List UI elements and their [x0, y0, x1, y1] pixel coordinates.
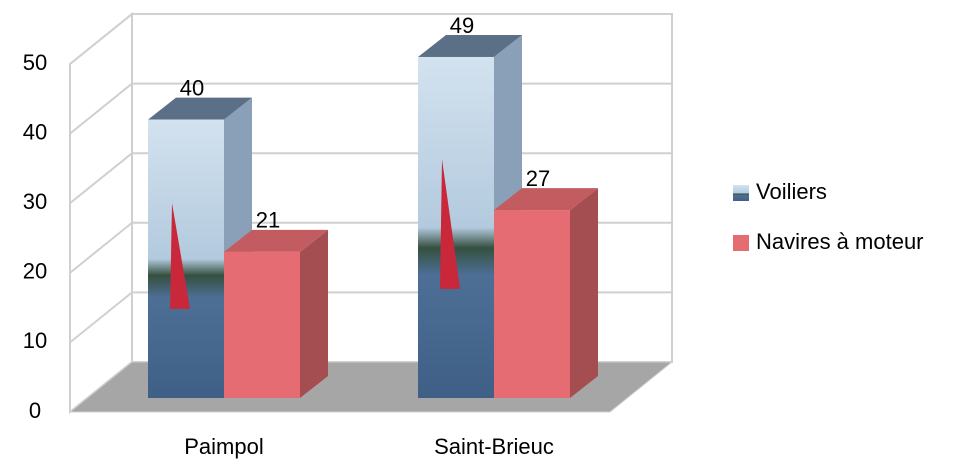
y-tick-label: 20 [23, 259, 47, 284]
bar-top [418, 34, 522, 57]
sail-decor [440, 159, 460, 289]
bar-top [494, 188, 598, 211]
bar [418, 56, 494, 399]
value-label: 49 [450, 13, 474, 38]
legend-label: Voiliers [756, 179, 827, 204]
value-label: 40 [180, 75, 204, 100]
bar [224, 251, 300, 398]
x-tick-label: Paimpol [184, 434, 263, 459]
x-tick-label: Saint-Brieuc [434, 434, 554, 459]
bar [494, 210, 570, 398]
bar-top [148, 97, 252, 120]
value-label: 21 [256, 208, 280, 233]
y-tick-label: 50 [23, 50, 47, 75]
y-tick-label: 10 [23, 328, 47, 353]
y-tick-label: 0 [29, 398, 41, 423]
bar-side [300, 229, 328, 398]
sail-decor [170, 203, 190, 309]
legend-swatch [733, 185, 749, 201]
y-tick-label: 30 [23, 189, 47, 214]
side-wall [69, 11, 133, 415]
legend-swatch [733, 235, 749, 251]
bar-side [570, 188, 598, 398]
value-label: 27 [526, 166, 550, 191]
legend-label: Navires à moteur [756, 229, 924, 254]
bar [148, 119, 224, 398]
bar-top [224, 229, 328, 252]
grid-line [69, 13, 672, 65]
y-tick-label: 40 [23, 119, 47, 144]
